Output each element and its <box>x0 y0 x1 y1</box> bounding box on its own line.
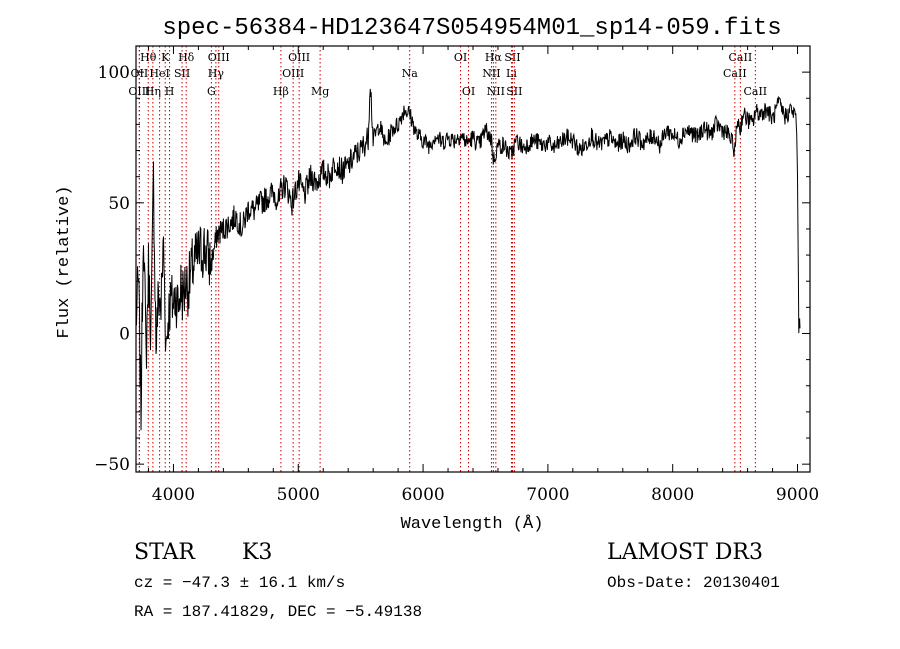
line-label: Hβ <box>273 85 289 98</box>
y-tick-label: −50 <box>94 455 130 475</box>
line-label: K <box>161 51 170 64</box>
line-label: CaII <box>729 51 753 64</box>
line-label: Hθ <box>140 51 157 64</box>
line-label: OII <box>131 67 149 80</box>
line-label: NII <box>487 85 505 98</box>
y-tick-label: 0 <box>119 324 130 344</box>
spectrum-line <box>135 88 801 431</box>
object-type: STAR <box>134 540 195 565</box>
line-label: Li <box>506 67 517 80</box>
x-tick-label: 6000 <box>401 485 444 505</box>
line-label: OI <box>454 51 467 64</box>
line-label: Hδ <box>178 51 195 64</box>
line-label: SII <box>504 51 520 64</box>
survey-name: LAMOST DR3 <box>607 540 763 565</box>
x-tick-label: 4000 <box>152 485 195 505</box>
line-label: OIII <box>282 67 304 80</box>
redshift-info: cz = −47.3 ± 16.1 km/s <box>134 574 346 592</box>
line-label: OI <box>462 85 475 98</box>
x-axis-label: Wavelength (Å) <box>401 515 544 534</box>
chart-title: spec-56384-HD123647S054954M01_sp14-059.f… <box>162 15 781 42</box>
y-axis-label: Flux (relative) <box>55 185 74 338</box>
y-tick-label: 50 <box>108 194 130 214</box>
x-tick-label: 8000 <box>651 485 694 505</box>
line-label: CaII <box>743 85 767 98</box>
line-label: CaII <box>723 67 747 80</box>
subclass: K3 <box>242 540 273 565</box>
line-label: OIII <box>288 51 310 64</box>
line-label: OIII <box>208 51 230 64</box>
line-label: Hγ <box>208 67 225 80</box>
line-label: Na <box>402 67 419 80</box>
line-label: OIII <box>128 85 150 98</box>
x-tick-label: 5000 <box>277 485 320 505</box>
line-label: Hη <box>145 85 161 98</box>
obs-date: Obs-Date: 20130401 <box>607 574 780 592</box>
line-label: Hα <box>485 51 503 64</box>
x-tick-label: 7000 <box>526 485 569 505</box>
line-label: HeI <box>149 67 169 80</box>
line-label: Mg <box>311 85 329 98</box>
line-label: H <box>165 85 175 98</box>
line-label: G <box>207 85 216 98</box>
x-tick-label: 9000 <box>776 485 819 505</box>
y-tick-label: 100 <box>98 63 130 83</box>
line-label: SII <box>174 67 190 80</box>
line-label: NII <box>482 67 500 80</box>
coordinates: RA = 187.41829, DEC = −5.49138 <box>134 603 423 621</box>
line-label: SII <box>506 85 522 98</box>
plot-frame <box>135 45 811 473</box>
